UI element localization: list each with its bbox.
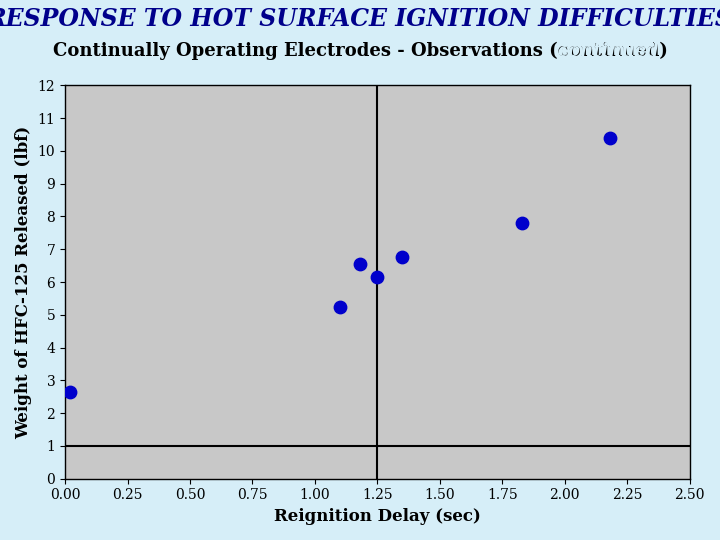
Point	[604, 133, 616, 142]
Point	[516, 219, 528, 227]
Text: continued: continued	[557, 42, 659, 60]
Point	[334, 302, 346, 311]
Text: Continually Operating Electrodes - Observations (continued): Continually Operating Electrodes - Obser…	[0, 539, 1, 540]
Y-axis label: Weight of HFC-125 Released (lbf): Weight of HFC-125 Released (lbf)	[15, 125, 32, 438]
Text: Continually Operating Electrodes - Observations (: Continually Operating Electrodes - Obser…	[0, 539, 1, 540]
X-axis label: Reignition Delay (sec): Reignition Delay (sec)	[274, 508, 481, 525]
Text: ): )	[0, 539, 1, 540]
Text: Continually Operating Electrodes - Observations (continued): Continually Operating Electrodes - Obser…	[0, 539, 1, 540]
Point	[372, 273, 383, 281]
Text: RESPONSE TO HOT SURFACE IGNITION DIFFICULTIES: RESPONSE TO HOT SURFACE IGNITION DIFFICU…	[0, 7, 720, 31]
Text: Continually Operating Electrodes - Observations (continued): Continually Operating Electrodes - Obser…	[53, 42, 667, 60]
Point	[64, 388, 76, 396]
Point	[354, 260, 366, 268]
Point	[397, 253, 408, 262]
